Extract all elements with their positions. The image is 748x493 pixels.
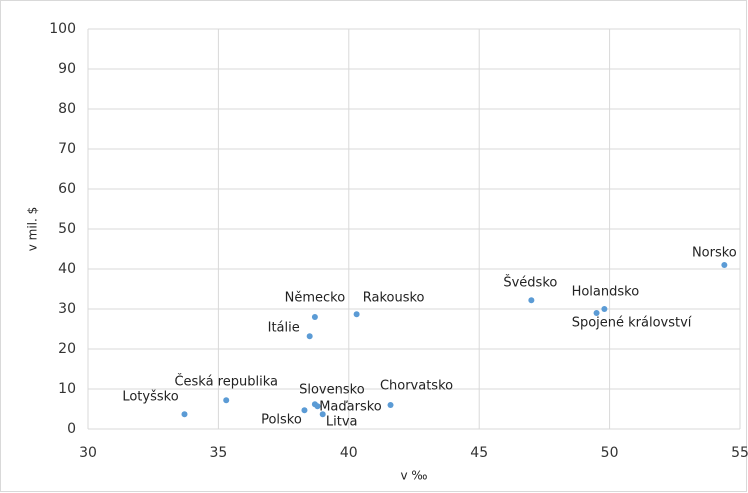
point (181, 411, 188, 418)
x-tick-label: 45 (470, 445, 488, 461)
point (593, 310, 600, 316)
point (301, 407, 308, 414)
point-label: Maďarsko (319, 400, 382, 415)
point (528, 297, 535, 304)
point-label: Polsko (261, 413, 302, 428)
y-tick-label: 50 (58, 221, 76, 237)
x-tick-label: 40 (340, 445, 358, 461)
point-label: Chorvatsko (380, 379, 453, 394)
y-tick-label: 90 (58, 61, 76, 77)
point (314, 403, 321, 410)
point-label: Litva (326, 415, 358, 430)
y-tick-label: 40 (58, 261, 76, 277)
x-tick-label: 50 (601, 445, 619, 461)
point-label: Rakousko (363, 291, 425, 306)
point (311, 314, 318, 320)
point-label: Holandsko (572, 285, 640, 300)
y-tick-label: 60 (58, 181, 76, 197)
point-label: Lotyšsko (122, 390, 178, 405)
y-tick-label: 30 (58, 301, 76, 317)
y-tick-label: 70 (58, 141, 76, 157)
point-label: Norsko (692, 246, 737, 261)
point-label: Itálie (268, 321, 300, 336)
point (601, 306, 608, 312)
x-tick-label: 35 (209, 445, 227, 461)
point (306, 333, 313, 340)
y-tick-label: 80 (58, 101, 76, 117)
point (319, 411, 326, 418)
x-tick-label: 55 (731, 445, 748, 461)
point (387, 402, 394, 408)
point-label: Spojené království (572, 316, 692, 331)
y-tick-label: 100 (49, 21, 76, 37)
x-tick-label: 30 (79, 445, 97, 461)
point-label: Švédsko (503, 275, 557, 291)
point-label: Německo (285, 291, 346, 306)
y-tick-label: 10 (58, 381, 76, 397)
point-label: Česká republika (174, 374, 278, 390)
point (721, 262, 728, 268)
y-axis-title: v mil. $ (26, 207, 40, 252)
y-tick-label: 20 (58, 341, 76, 357)
point (353, 311, 360, 318)
y-tick-label: 0 (67, 421, 76, 437)
point (223, 397, 230, 404)
x-axis-title: v ‰ (400, 469, 427, 483)
point-label: Slovensko (299, 383, 365, 398)
